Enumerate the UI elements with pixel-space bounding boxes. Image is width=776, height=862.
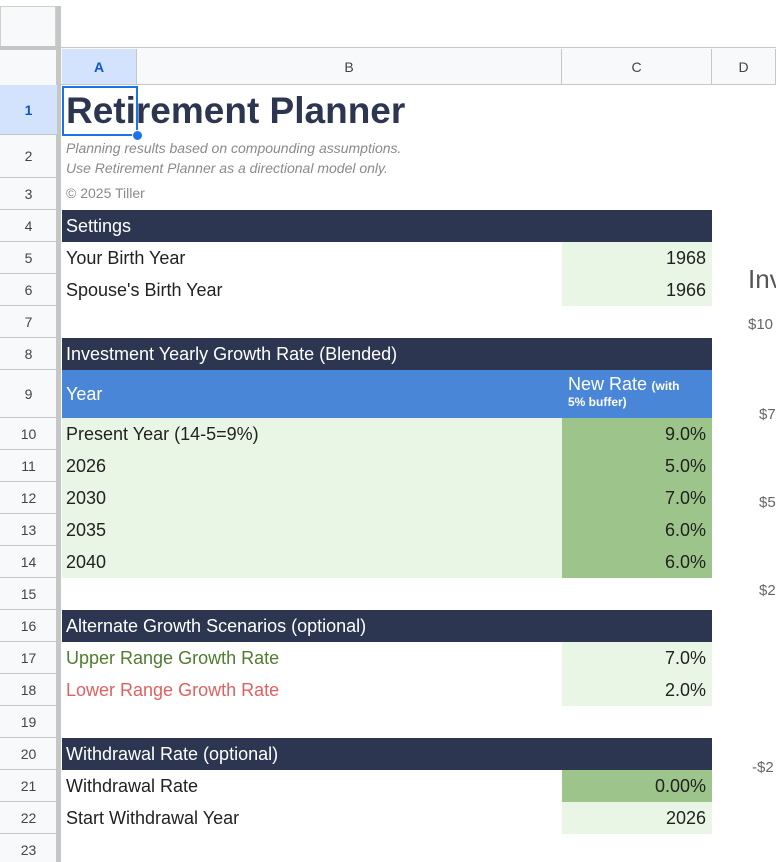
row-header[interactable]: 9 (0, 370, 57, 418)
row-header[interactable]: 14 (0, 546, 57, 578)
value-cell[interactable]: 1966 (562, 274, 712, 306)
label-cell[interactable]: 2030 (66, 488, 107, 508)
note: Use Retirement Planner as a directional … (66, 160, 388, 176)
column-title: New Rate (with 5% buffer) (568, 374, 700, 410)
axis-label: $2 (759, 582, 776, 599)
title: Retirement Planner (66, 90, 406, 131)
section-header: Withdrawal Rate (optional) (62, 738, 712, 770)
row-header[interactable]: 2 (0, 135, 57, 178)
row-header[interactable]: 16 (0, 610, 57, 642)
column-title: Year (66, 384, 103, 404)
toolbar-area (0, 0, 776, 48)
corner-cell[interactable] (0, 6, 56, 48)
column-header[interactable]: C (562, 49, 712, 85)
row-header[interactable]: 17 (0, 642, 57, 674)
label-cell[interactable]: Present Year (14-5=9%) (66, 424, 259, 444)
row-header[interactable]: 22 (0, 802, 57, 834)
table-header (62, 370, 712, 418)
row-header[interactable]: 20 (0, 738, 57, 770)
row-header[interactable]: 21 (0, 770, 57, 802)
chart-title: Inv (748, 264, 776, 294)
value-cell[interactable]: 2.0% (562, 674, 712, 706)
row-header[interactable]: 18 (0, 674, 57, 706)
column-header[interactable]: D (712, 49, 776, 85)
label-cell[interactable]: Your Birth Year (66, 248, 186, 268)
section-header: Alternate Growth Scenarios (optional) (62, 610, 712, 642)
row-header[interactable]: 10 (0, 418, 57, 450)
value-cell[interactable]: 6.0% (562, 514, 712, 546)
section-header: Investment Yearly Growth Rate (Blended) (62, 338, 712, 370)
label-cell[interactable]: Start Withdrawal Year (66, 808, 240, 828)
value-cell[interactable]: 5.0% (562, 450, 712, 482)
row-header[interactable]: 7 (0, 306, 57, 338)
row-header[interactable]: 13 (0, 514, 57, 546)
column-header[interactable]: B (137, 49, 562, 85)
value-cell[interactable]: 7.0% (562, 482, 712, 514)
axis-label: -$2 (752, 759, 774, 776)
column-header[interactable]: A (62, 49, 137, 85)
rate-title: New Rate (568, 374, 648, 394)
value-cell[interactable]: 9.0% (562, 418, 712, 450)
selection-handle[interactable] (132, 130, 143, 141)
label-cell[interactable]: 2026 (66, 456, 107, 476)
row-header-bar (0, 48, 58, 862)
label-cell[interactable]: Spouse's Birth Year (66, 280, 223, 300)
label-cell[interactable]: Withdrawal Rate (66, 776, 199, 796)
rate-note: (with 5% buffer) (568, 379, 680, 409)
row-header[interactable]: 6 (0, 274, 57, 306)
row-header[interactable]: 19 (0, 706, 57, 738)
cell-fill (62, 482, 562, 514)
value-cell[interactable]: 1968 (562, 242, 712, 274)
value-cell[interactable]: 7.0% (562, 642, 712, 674)
row-header[interactable]: 5 (0, 242, 57, 274)
axis-label: $5 (759, 494, 776, 511)
freeze-divider (0, 46, 60, 50)
axis-label: $10 (748, 316, 774, 333)
section-header: Settings (62, 210, 712, 242)
cell-fill (62, 546, 562, 578)
row-header[interactable]: 12 (0, 482, 57, 514)
row-header[interactable]: 1 (0, 85, 57, 135)
copyright: © 2025 Tiller (66, 185, 145, 201)
row-header[interactable]: 23 (0, 834, 57, 862)
row-header[interactable]: 15 (0, 578, 57, 610)
value-cell[interactable]: 2026 (562, 802, 712, 834)
label-cell[interactable]: Upper Range Growth Rate (66, 648, 280, 668)
row-header[interactable]: 4 (0, 210, 57, 242)
row-header[interactable]: 11 (0, 450, 57, 482)
axis-label: $7 (759, 406, 776, 423)
value-cell[interactable]: 0.00% (562, 770, 712, 802)
row-header[interactable]: 8 (0, 338, 57, 370)
cell-fill (62, 418, 562, 450)
row-header[interactable]: 3 (0, 178, 57, 210)
label-cell[interactable]: 2035 (66, 520, 107, 540)
cell-fill (62, 450, 562, 482)
selection-box[interactable] (62, 86, 138, 136)
label-cell[interactable]: Lower Range Growth Rate (66, 680, 280, 700)
label-cell[interactable]: 2040 (66, 552, 107, 572)
note: Planning results based on compounding as… (66, 140, 402, 156)
freeze-divider (56, 6, 61, 862)
value-cell[interactable]: 6.0% (562, 546, 712, 578)
cell-fill (62, 514, 562, 546)
